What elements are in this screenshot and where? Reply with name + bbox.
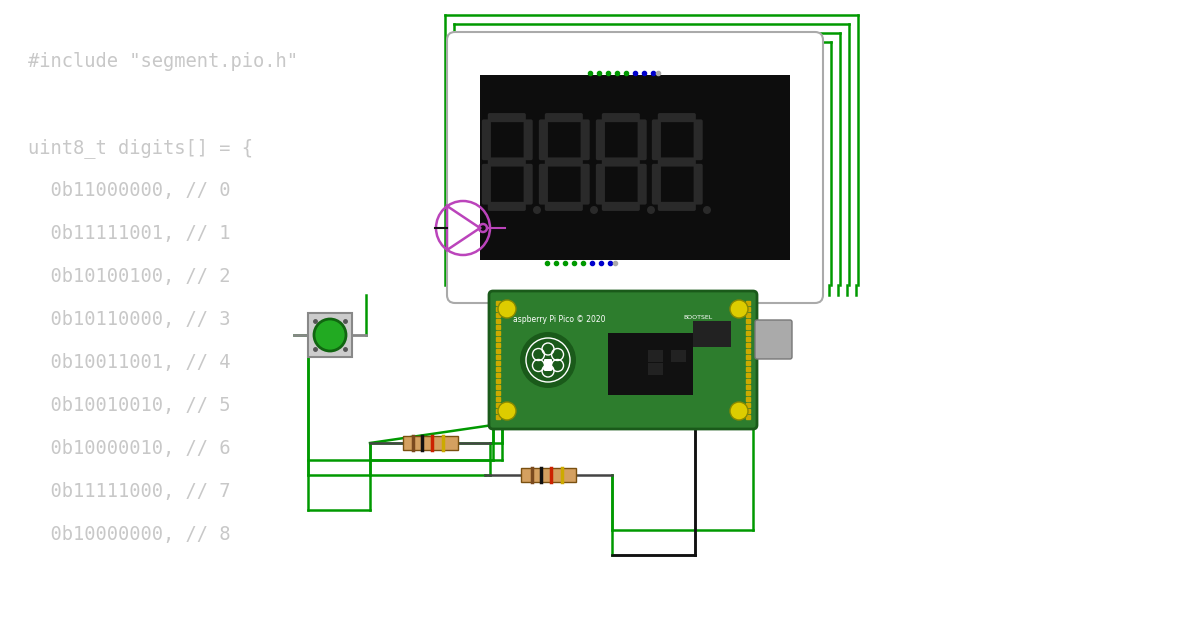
Text: aspberry Pi Pico © 2020: aspberry Pi Pico © 2020 [514,315,606,324]
FancyBboxPatch shape [652,120,661,160]
FancyBboxPatch shape [694,120,703,160]
FancyBboxPatch shape [658,158,696,166]
Text: 0b11000000, // 0: 0b11000000, // 0 [28,181,230,200]
FancyBboxPatch shape [602,158,640,166]
Circle shape [498,402,516,420]
Bar [648,363,662,375]
FancyBboxPatch shape [755,320,792,359]
Circle shape [730,300,748,318]
FancyBboxPatch shape [539,164,548,205]
Bar [671,350,686,362]
Text: #include "segment.pio.h": #include "segment.pio.h" [28,52,298,71]
FancyBboxPatch shape [490,291,757,429]
FancyBboxPatch shape [523,120,533,160]
FancyBboxPatch shape [482,164,491,205]
FancyBboxPatch shape [652,164,661,205]
FancyBboxPatch shape [482,120,491,160]
FancyBboxPatch shape [596,120,605,160]
FancyBboxPatch shape [488,113,526,122]
FancyBboxPatch shape [602,202,640,211]
Bar [308,313,352,357]
FancyBboxPatch shape [523,164,533,205]
Bar [480,75,790,260]
Circle shape [703,206,710,214]
Circle shape [498,300,516,318]
Text: 0b11111000, // 7: 0b11111000, // 7 [28,482,230,501]
FancyBboxPatch shape [596,164,605,205]
FancyBboxPatch shape [488,202,526,211]
Circle shape [533,206,541,214]
Bar [608,333,694,395]
Bar [521,468,576,482]
Circle shape [520,332,576,388]
Text: uint8_t digits[] = {: uint8_t digits[] = { [28,138,253,158]
FancyBboxPatch shape [581,120,589,160]
FancyBboxPatch shape [637,120,647,160]
Text: 0b10000010, // 6: 0b10000010, // 6 [28,439,230,458]
FancyBboxPatch shape [545,158,583,166]
Bar [402,436,457,450]
Text: 0b10011001, // 4: 0b10011001, // 4 [28,353,230,372]
FancyBboxPatch shape [446,32,823,303]
Text: 0b11111001, // 1: 0b11111001, // 1 [28,224,230,243]
FancyBboxPatch shape [694,164,703,205]
FancyBboxPatch shape [602,113,640,122]
Text: BOOTSEL: BOOTSEL [683,315,713,320]
FancyBboxPatch shape [545,113,583,122]
FancyBboxPatch shape [637,164,647,205]
Text: 0b10000000, // 8: 0b10000000, // 8 [28,525,230,544]
FancyBboxPatch shape [488,158,526,166]
FancyBboxPatch shape [539,120,548,160]
FancyBboxPatch shape [545,202,583,211]
Circle shape [590,206,598,214]
Text: 0b10110000, // 3: 0b10110000, // 3 [28,310,230,329]
Circle shape [730,402,748,420]
FancyBboxPatch shape [544,359,552,371]
FancyBboxPatch shape [658,113,696,122]
Bar [694,321,731,347]
FancyBboxPatch shape [658,202,696,211]
Circle shape [647,206,655,214]
FancyBboxPatch shape [581,164,589,205]
Text: 0b10010010, // 5: 0b10010010, // 5 [28,396,230,415]
Bar [648,350,662,362]
Text: 0b10100100, // 2: 0b10100100, // 2 [28,267,230,286]
Circle shape [314,319,346,351]
